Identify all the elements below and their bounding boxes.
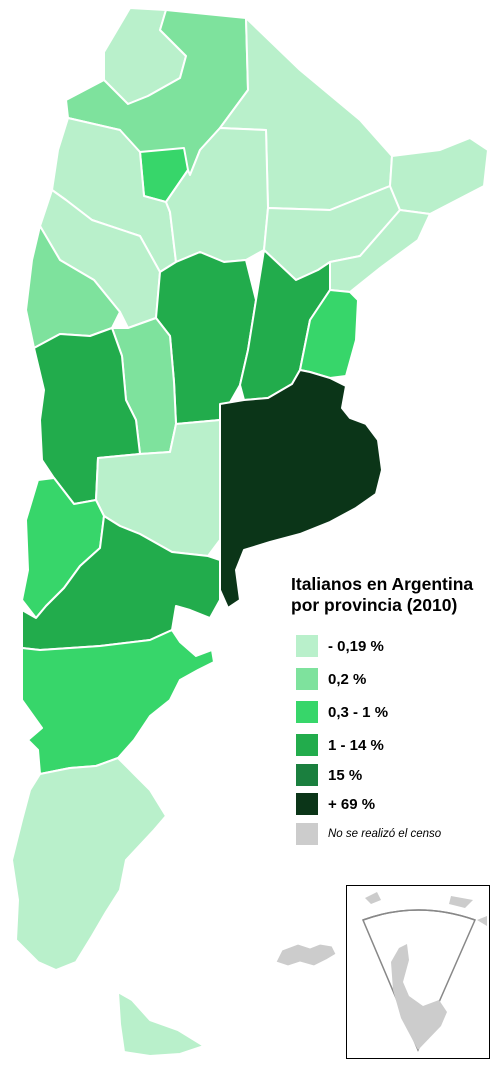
legend-swatch xyxy=(296,823,318,845)
legend-label: 1 - 14 % xyxy=(328,736,384,754)
legend-swatch xyxy=(296,764,318,786)
tierra-del-fuego-tip xyxy=(365,892,381,904)
south-georgia-island xyxy=(449,896,473,908)
legend-title: Italianos en Argentina por provincia (20… xyxy=(291,574,491,616)
legend-item: 0,3 - 1 % xyxy=(296,701,388,723)
legend-item: + 69 % xyxy=(296,793,375,815)
legend-swatch xyxy=(296,701,318,723)
legend-swatch xyxy=(296,668,318,690)
malvinas-islands xyxy=(275,943,337,967)
legend-item: 0,2 % xyxy=(296,668,366,690)
province-chubut xyxy=(21,629,215,775)
legend-swatch xyxy=(296,734,318,756)
legend-item: 15 % xyxy=(296,764,362,786)
legend-item: No se realizó el censo xyxy=(296,823,441,845)
province-entre-rios xyxy=(299,289,359,379)
legend-item: 1 - 14 % xyxy=(296,734,384,756)
province-buenos-aires xyxy=(219,369,383,609)
antarctic-peninsula xyxy=(391,944,447,1050)
legend-label: 15 % xyxy=(328,766,363,784)
legend-title-line-2: por provincia (2010) xyxy=(291,595,458,615)
province-santa-cruz xyxy=(11,757,167,971)
legend-label: 0,3 - 1 % xyxy=(328,703,389,721)
antarctica-inset-map xyxy=(362,892,487,1052)
province-tierra-del-fuego xyxy=(117,991,205,1057)
sandwich-islands xyxy=(477,916,487,926)
legend-label: 0,2 % xyxy=(328,670,367,688)
legend-title-line-1: Italianos en Argentina xyxy=(291,574,474,594)
legend-swatch xyxy=(296,635,318,657)
legend-label: - 0,19 % xyxy=(328,637,384,655)
legend-label: + 69 % xyxy=(328,795,376,813)
sector-arc xyxy=(362,909,476,921)
legend-swatch xyxy=(296,793,318,815)
legend-label-no-census: No se realizó el censo xyxy=(328,828,442,840)
province-misiones xyxy=(389,137,489,215)
legend-item: - 0,19 % xyxy=(296,635,384,657)
antarctica-inset xyxy=(346,885,490,1059)
